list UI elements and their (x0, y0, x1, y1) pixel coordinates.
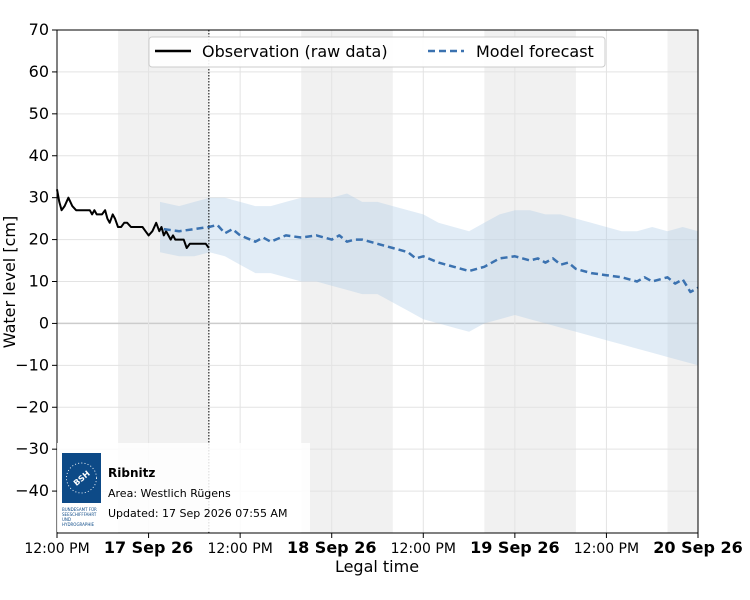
legend-observation-label: Observation (raw data) (202, 42, 388, 61)
station-name: Ribnitz (108, 466, 155, 480)
y-tick-label: 0 (39, 313, 49, 332)
info-box: BSH BUNDESAMT FÜR SEESCHIFFFAHRT UND HYD… (57, 443, 310, 532)
y-tick-label: −20 (15, 397, 49, 416)
y-tick-label: −30 (15, 439, 49, 458)
y-tick-label: 20 (29, 230, 49, 249)
x-tick-label: 18 Sep 26 (287, 538, 377, 557)
x-tick-label: 12:00 PM (391, 541, 456, 557)
x-tick-label: 12:00 PM (207, 541, 272, 557)
legend-forecast-label: Model forecast (476, 42, 594, 61)
x-tick-label: 19 Sep 26 (470, 538, 560, 557)
series-lines (56, 189, 699, 294)
x-tick-label: 20 Sep 26 (653, 538, 743, 557)
observation-line (56, 189, 210, 249)
x-axis: 12:00 PM 17 Sep 26 12:00 PM 18 Sep 26 12:00 … (24, 533, 743, 557)
y-tick-label: 50 (29, 104, 49, 123)
y-tick-label: 10 (29, 272, 49, 291)
x-axis-label: Legal time (335, 557, 419, 576)
y-tick-label: 60 (29, 62, 49, 81)
update-time: Updated: 17 Sep 2026 07:55 AM (108, 507, 287, 520)
y-tick-label: 30 (29, 188, 49, 207)
legend: Observation (raw data) Model forecast (148, 36, 606, 68)
bsh-logo: BSH BUNDESAMT FÜR SEESCHIFFFAHRT UND HYD… (62, 453, 101, 527)
uncertainty-area (160, 193, 698, 366)
x-tick-label: 12:00 PM (24, 541, 89, 557)
y-tick-label: −40 (15, 481, 49, 500)
y-axis: 70 60 50 40 30 20 10 0 −10 −20 −30 −40 (15, 20, 57, 500)
bsh-logo-text-4: HYDROGRAPHIE (62, 522, 95, 527)
y-tick-label: 40 (29, 146, 49, 165)
forecast-uncertainty-band (160, 193, 698, 366)
forecast-line (163, 223, 699, 294)
legend-box (148, 36, 606, 68)
y-axis-label: Water level [cm] (0, 216, 19, 348)
station-area: Area: Westlich Rügens (108, 487, 231, 500)
bsh-logo-text-1: BUNDESAMT FÜR (62, 507, 97, 512)
x-tick-label: 12:00 PM (574, 541, 639, 557)
y-tick-label: 70 (29, 20, 49, 39)
bsh-logo-text-3: UND (62, 517, 71, 522)
x-tick-label: 17 Sep 26 (104, 538, 194, 557)
bsh-logo-text-2: SEESCHIFFFAHRT (62, 512, 97, 517)
y-tick-label: −10 (15, 355, 49, 374)
